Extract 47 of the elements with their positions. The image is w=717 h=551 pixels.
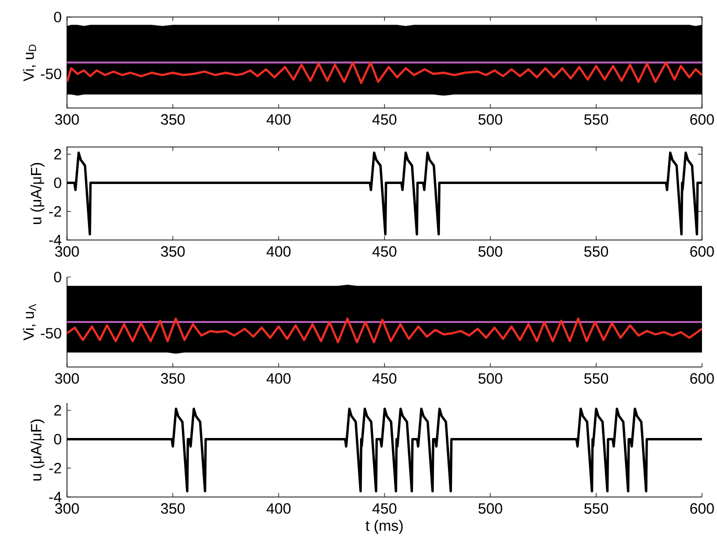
x-tick-label: 550 bbox=[584, 373, 608, 384]
x-tick-label: 300 bbox=[55, 373, 79, 384]
x-tick-label: 500 bbox=[478, 373, 502, 384]
x-tick-label: 400 bbox=[266, 246, 291, 257]
x-tick-label: 600 bbox=[690, 373, 714, 384]
y-axis-title: u (μA/μF) bbox=[30, 163, 44, 224]
x-tick-label: 300 bbox=[55, 114, 79, 125]
y-axis-title: Vi, u$_{Λ}$ bbox=[22, 304, 36, 340]
x-tick-label: 450 bbox=[372, 246, 396, 257]
y-tick-label: 0 bbox=[54, 434, 62, 444]
y-tick-label: 0 bbox=[54, 12, 62, 22]
x-tick-label: 350 bbox=[160, 246, 185, 257]
y-tick-label: 2 bbox=[54, 405, 62, 416]
y-tick-label: -2 bbox=[49, 462, 62, 474]
x-tick-label: 600 bbox=[690, 114, 714, 125]
x-tick-label: 400 bbox=[266, 373, 291, 384]
line-series bbox=[67, 318, 702, 344]
x-tick-label: 450 bbox=[372, 503, 396, 514]
x-tick-label: 550 bbox=[584, 246, 608, 257]
x-tick-label: 400 bbox=[266, 114, 291, 125]
x-tick-label: 450 bbox=[372, 373, 396, 384]
x-tick-label: 500 bbox=[478, 503, 502, 514]
x-tick-label: 550 bbox=[584, 114, 608, 125]
x-tick-label: 350 bbox=[160, 373, 185, 384]
x-tick-label: 550 bbox=[584, 503, 608, 514]
y-tick-label: 0 bbox=[54, 177, 62, 188]
y-tick-label: 0 bbox=[54, 272, 62, 282]
x-tick-label: 500 bbox=[478, 246, 502, 257]
x-tick-label: 600 bbox=[690, 503, 714, 514]
y-tick-label: -2 bbox=[49, 206, 62, 217]
x-tick-label: 300 bbox=[55, 246, 79, 257]
y-tick-label: -4 bbox=[49, 492, 62, 502]
x-tick-label: 450 bbox=[372, 114, 396, 125]
x-tick-label: 400 bbox=[266, 503, 291, 514]
x-tick-label: 350 bbox=[160, 503, 185, 514]
y-tick-label: 2 bbox=[54, 148, 62, 160]
x-axis-title: t (ms) bbox=[366, 520, 403, 534]
x-tick-label: 500 bbox=[478, 114, 502, 125]
x-tick-label: 300 bbox=[55, 503, 79, 514]
y-tick-label: -50 bbox=[40, 328, 62, 339]
y-axis-title: u (μA/μF) bbox=[30, 420, 44, 480]
x-tick-label: 600 bbox=[690, 246, 714, 257]
y-tick-label: -50 bbox=[40, 68, 62, 80]
y-tick-label: -4 bbox=[49, 234, 62, 246]
x-tick-label: 350 bbox=[160, 114, 185, 125]
line-series bbox=[67, 61, 702, 84]
y-axis-title: Vi, u$_{D}$ bbox=[22, 44, 36, 82]
